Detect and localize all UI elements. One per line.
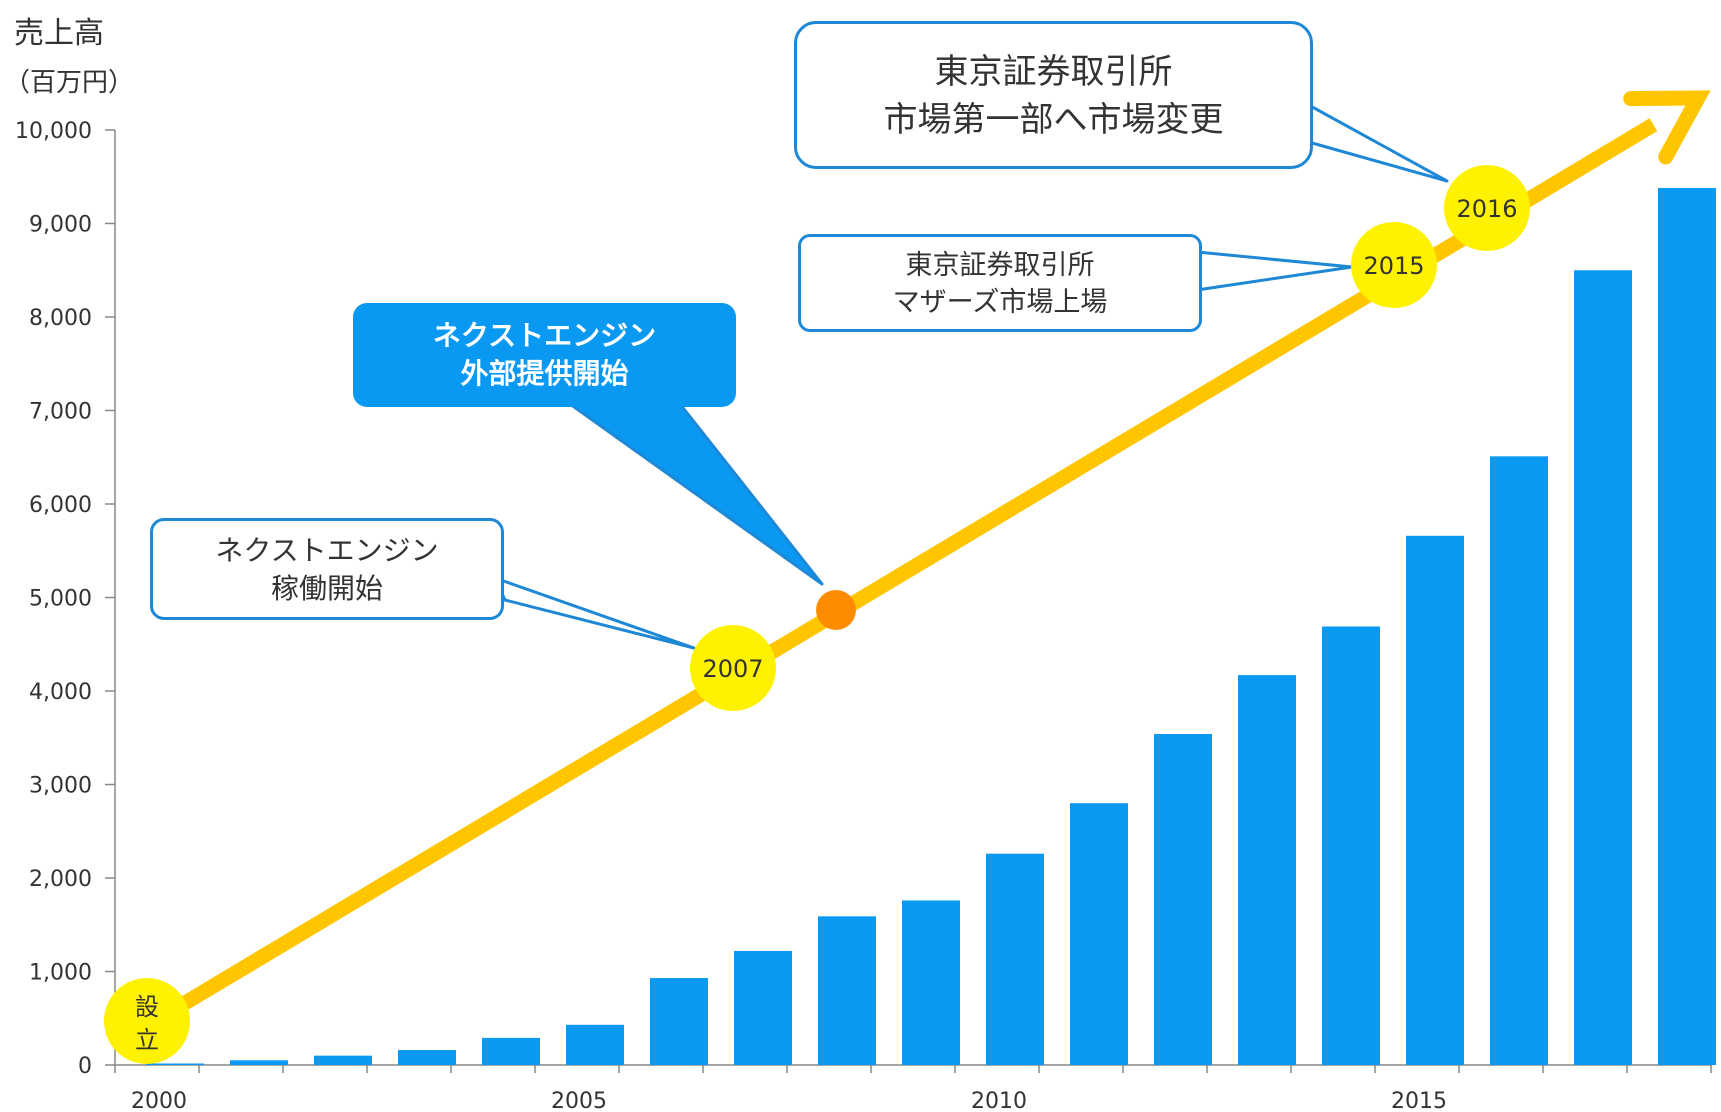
callout-first-section-pointer bbox=[1303, 101, 1449, 183]
milestone-label-2000: 設 bbox=[135, 993, 159, 1021]
milestone-marker-2007 bbox=[690, 625, 776, 711]
callout-first-section-line2: 市場第一部へ市場変更 bbox=[883, 100, 1224, 140]
y-tick-label: 8,000 bbox=[29, 306, 92, 331]
milestone-marker-2015 bbox=[1351, 222, 1437, 308]
y-tick-label: 6,000 bbox=[29, 493, 92, 518]
callout-engine-start: ネクストエンジン 稼働開始 bbox=[150, 518, 504, 620]
milestone-label-2015: 2015 bbox=[1363, 252, 1424, 280]
bar-2005 bbox=[566, 1024, 624, 1065]
callout-engine-external: ネクストエンジン 外部提供開始 bbox=[353, 303, 736, 407]
y-tick-label: 3,000 bbox=[29, 774, 92, 799]
milestone-label-2000-b: 立 bbox=[135, 1026, 159, 1054]
y-tick-label: 9,000 bbox=[29, 213, 92, 238]
x-tick-label: 2000 bbox=[131, 1089, 187, 1112]
y-tick-label: 10,000 bbox=[15, 119, 92, 144]
bar-2010 bbox=[986, 853, 1044, 1065]
milestone-marker-2000 bbox=[104, 978, 190, 1064]
bar-2016 bbox=[1490, 456, 1548, 1065]
callout-engine-start-line2: 稼働開始 bbox=[270, 572, 383, 605]
y-tick-label: 7,000 bbox=[29, 400, 92, 425]
callout-mothers-line2: マザーズ市場上場 bbox=[892, 287, 1108, 318]
callout-mothers-pointer bbox=[1195, 250, 1354, 292]
milestone-marker-2008 bbox=[816, 590, 856, 630]
y-tick-label: 2,000 bbox=[29, 867, 92, 892]
callout-first-section: 東京証券取引所 市場第一部へ市場変更 bbox=[794, 21, 1313, 169]
y-axis-unit: （百万円） bbox=[4, 68, 135, 98]
bar-2003 bbox=[398, 1050, 456, 1065]
callout-engine-external-pointer bbox=[568, 402, 824, 586]
bar-2017 bbox=[1574, 270, 1632, 1065]
milestone-marker-2016 bbox=[1444, 165, 1530, 251]
milestone-label-2007: 2007 bbox=[702, 655, 763, 683]
bar-2009 bbox=[902, 900, 960, 1065]
callout-mothers-listing: 東京証券取引所 マザーズ市場上場 bbox=[798, 234, 1202, 332]
callout-engine-external-line1: ネクストエンジン bbox=[432, 319, 657, 352]
bar-2018 bbox=[1658, 187, 1716, 1066]
callout-mothers-line1: 東京証券取引所 bbox=[905, 250, 1095, 281]
y-tick-label: 1,000 bbox=[29, 961, 92, 986]
y-tick-label: 0 bbox=[78, 1054, 92, 1079]
callout-first-section-line1: 東京証券取引所 bbox=[934, 52, 1173, 92]
callout-engine-external-line2: 外部提供開始 bbox=[460, 357, 629, 390]
bar-2004 bbox=[482, 1037, 540, 1065]
bar-2013 bbox=[1238, 675, 1296, 1065]
bar-2008 bbox=[818, 916, 876, 1065]
y-axis-title: 売上高 bbox=[14, 16, 104, 51]
bar-2001 bbox=[230, 1060, 288, 1065]
bar-2007 bbox=[734, 950, 792, 1065]
callout-engine-start-line1: ネクストエンジン bbox=[215, 534, 439, 567]
bar-2014 bbox=[1322, 626, 1380, 1065]
milestone-label-2016: 2016 bbox=[1456, 195, 1517, 223]
callout-engine-start-pointer bbox=[493, 576, 696, 650]
bar-2002 bbox=[314, 1055, 372, 1065]
bar-2015 bbox=[1406, 535, 1464, 1065]
x-tick-label: 2010 bbox=[971, 1089, 1027, 1112]
bar-2006 bbox=[650, 978, 708, 1065]
x-tick-label: 2005 bbox=[551, 1089, 607, 1112]
bar-2012 bbox=[1154, 734, 1212, 1065]
bar-2011 bbox=[1070, 803, 1128, 1065]
trend-arrow-head bbox=[1623, 90, 1711, 165]
x-tick-label: 2015 bbox=[1391, 1089, 1447, 1112]
y-tick-label: 5,000 bbox=[29, 587, 92, 612]
bar-2000 bbox=[146, 1063, 204, 1065]
y-tick-label: 4,000 bbox=[29, 680, 92, 705]
